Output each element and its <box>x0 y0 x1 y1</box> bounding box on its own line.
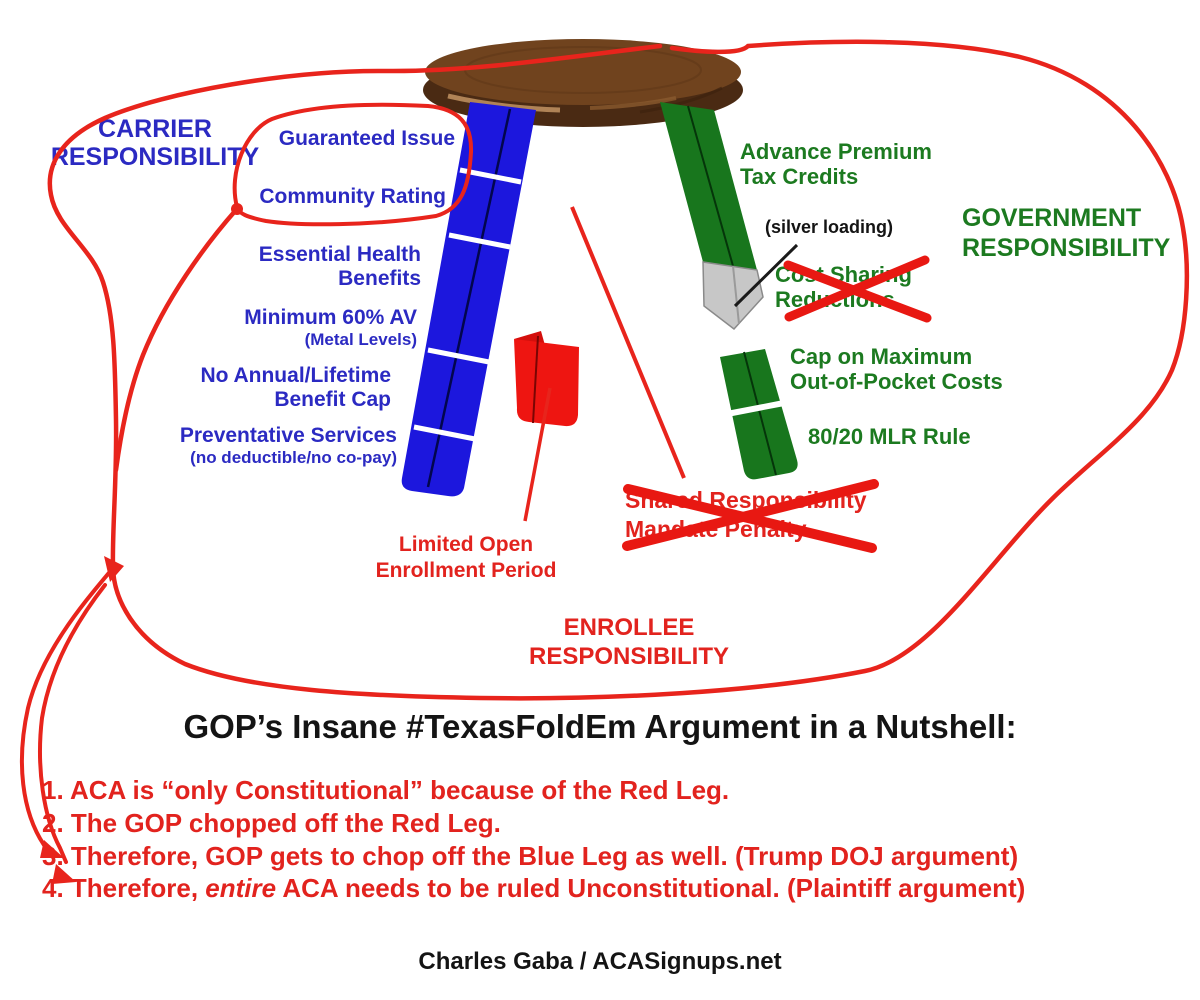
argument-item-3: 3. Therefore, GOP gets to chop off the B… <box>42 841 1019 871</box>
av-line1: Minimum 60% AV <box>244 306 417 329</box>
oep-line2: Enrollment Period <box>375 559 557 582</box>
argument-item-4: 4. Therefore, entire ACA needs to be rul… <box>42 873 1026 904</box>
mandate-pointer-line <box>570 206 686 479</box>
label-silver-loading: (silver loading) <box>765 217 894 237</box>
ehb-line2: Benefits <box>338 267 421 290</box>
carrier-heading-line2: RESPONSIBILITY <box>50 143 260 171</box>
label-no-benefit-cap: No Annual/Lifetime Benefit Cap <box>200 364 391 412</box>
label-mlr-rule: 80/20 MLR Rule <box>808 424 971 449</box>
label-advance-premium-tax-credits: Advance Premium Tax Credits <box>740 139 932 189</box>
gov-heading-line1: GOVERNMENT <box>962 204 1142 232</box>
carrier-heading-line1: CARRIER <box>98 115 212 143</box>
credit-line: Charles Gaba / ACASignups.net <box>418 948 782 975</box>
label-community-rating: Community Rating <box>259 185 446 208</box>
oep-line1: Limited Open <box>398 533 534 556</box>
prev-line2: (no deductible/no co-pay) <box>190 448 397 467</box>
mandate-line2: Mandate Penalty <box>625 516 807 542</box>
aptc-line1: Advance Premium <box>740 139 932 164</box>
mandate-line1: Shared Responsibility <box>625 487 867 513</box>
label-mandate-penalty: Shared Responsibility Mandate Penalty <box>625 486 867 544</box>
aptc-line2: Tax Credits <box>740 164 859 189</box>
label-essential-health-benefits: Essential Health Benefits <box>259 243 421 291</box>
cap-line1: No Annual/Lifetime <box>200 364 391 387</box>
label-guaranteed-issue: Guaranteed Issue <box>278 127 455 150</box>
label-limited-open-enrollment: Limited Open Enrollment Period <box>366 532 566 584</box>
prev-line1: Preventative Services <box>179 424 397 447</box>
moop-line2: Out-of-Pocket Costs <box>790 369 1003 394</box>
argument-item-1: 1. ACA is “only Constitutional” because … <box>42 775 730 805</box>
government-responsibility-heading: GOVERNMENT RESPONSIBILITY <box>962 203 1170 263</box>
argument-title: GOP’s Insane #TexasFoldEm Argument in a … <box>183 708 1017 745</box>
item4-prefix: 4. Therefore, <box>42 873 206 903</box>
moop-line1: Cap on Maximum <box>790 344 973 369</box>
cap-line2: Benefit Cap <box>274 388 391 411</box>
blue-carrier-leg <box>401 102 536 497</box>
label-cap-out-of-pocket: Cap on Maximum Out-of-Pocket Costs <box>790 344 1003 394</box>
green-government-leg-lower <box>720 349 798 480</box>
red-enrollee-leg-stub <box>514 331 579 427</box>
enrollee-heading-line1: ENROLLEE <box>563 614 695 641</box>
argument-item-2: 2. The GOP chopped off the Red Leg. <box>42 808 501 838</box>
gov-heading-line2: RESPONSIBILITY <box>962 234 1171 262</box>
enrollee-heading-line2: RESPONSIBILITY <box>528 643 730 670</box>
av-line2: (Metal Levels) <box>304 330 417 349</box>
label-preventative-services: Preventative Services (no deductible/no … <box>180 424 397 468</box>
csr-line2: Reductions <box>775 287 895 312</box>
green-government-leg-upper <box>660 102 764 331</box>
enrollee-responsibility-heading: ENROLLEE RESPONSIBILITY <box>504 613 754 671</box>
label-cost-sharing-reductions: Cost Sharing Reductions <box>775 262 912 312</box>
ehb-line1: Essential Health <box>258 243 421 266</box>
csr-line1: Cost Sharing <box>775 262 912 287</box>
item4-italic-word: entire <box>205 873 277 903</box>
stool-seat <box>423 39 743 127</box>
label-minimum-av: Minimum 60% AV (Metal Levels) <box>244 306 417 350</box>
oep-pointer-line <box>523 387 552 522</box>
silver-loading-tip <box>702 261 764 331</box>
item4-suffix: ACA needs to be ruled Unconstitutional. … <box>276 873 1026 903</box>
carrier-responsibility-heading: CARRIER RESPONSIBILITY <box>25 115 285 171</box>
